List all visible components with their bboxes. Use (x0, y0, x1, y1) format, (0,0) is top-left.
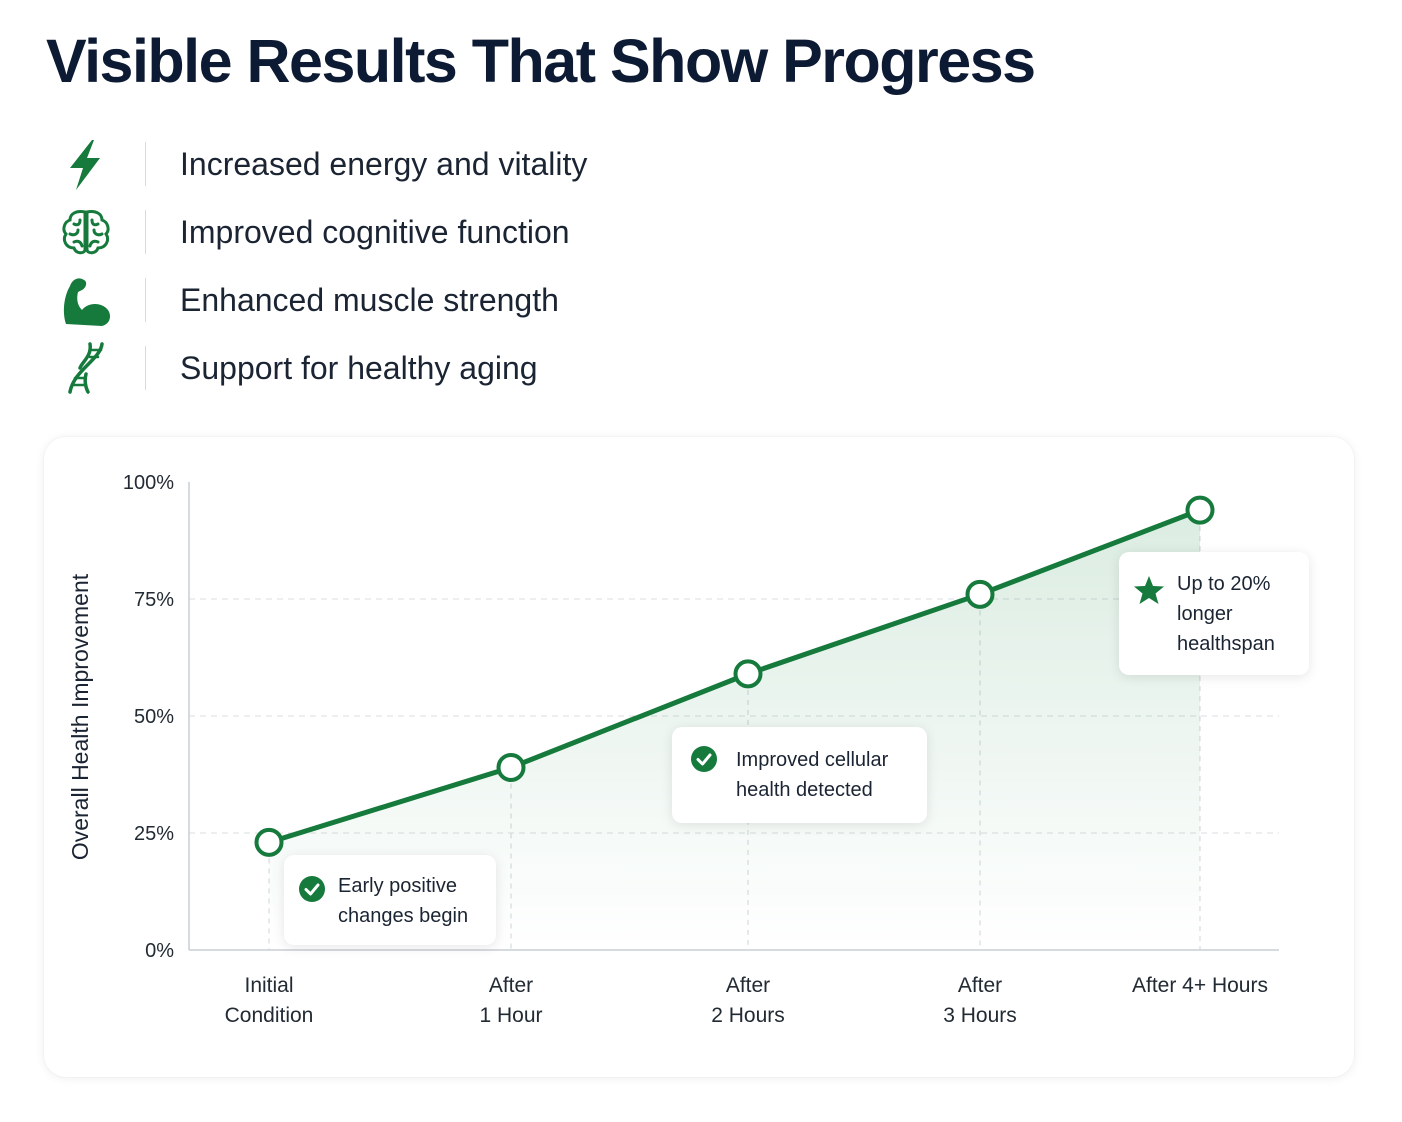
y-ticks: 0% 25% 50% 75% 100% (123, 472, 174, 962)
data-point (254, 827, 284, 857)
y-tick-label: 50% (134, 706, 174, 728)
brain-icon (56, 204, 116, 260)
benefit-label: Increased energy and vitality (180, 146, 588, 182)
callout-healthspan: Up to 20% longer healthspan (1119, 552, 1309, 675)
x-tick-label: After 3 Hours (943, 974, 1017, 1027)
data-points (254, 495, 1215, 857)
check-circle-icon (299, 876, 325, 902)
benefit-label: Enhanced muscle strength (180, 282, 559, 318)
benefit-energy: Increased energy and vitality (56, 132, 816, 200)
page-title: Visible Results That Show Progress (46, 27, 1036, 95)
y-tick-label: 75% (134, 589, 174, 611)
y-axis-label: Overall Health Improvement (67, 573, 93, 860)
benefit-divider (145, 142, 146, 186)
y-tick-label: 0% (145, 940, 174, 962)
benefit-divider (145, 346, 146, 390)
benefit-label: Support for healthy aging (180, 350, 538, 386)
benefits-list: Increased energy and vitality Improved c… (56, 132, 816, 404)
benefit-aging: Support for healthy aging (56, 336, 816, 404)
benefit-muscle: Enhanced muscle strength (56, 268, 816, 336)
callout-text: Early positive changes begin (338, 875, 469, 927)
x-tick-label: After 2 Hours (711, 974, 785, 1027)
benefit-cognitive: Improved cognitive function (56, 200, 816, 268)
y-tick-label: 100% (123, 472, 174, 494)
data-point (733, 659, 763, 689)
x-ticks: Initial Condition After 1 Hour After 2 Hours A… (225, 974, 1268, 1027)
benefit-divider (145, 210, 146, 254)
lightning-bolt-icon (56, 136, 116, 192)
benefit-label: Improved cognitive function (180, 214, 570, 250)
x-tick-label: After 4+ Hours (1132, 974, 1268, 997)
star-icon (1134, 576, 1164, 604)
x-tick-label: After 1 Hour (479, 974, 542, 1027)
callout-text: Improved cellular health detected (736, 749, 889, 801)
data-point (496, 752, 526, 782)
callout-text: Up to 20% longer healthspan (1177, 573, 1275, 655)
data-point (965, 579, 995, 609)
data-point (1185, 495, 1215, 525)
flexed-bicep-icon (56, 272, 116, 328)
y-tick-label: 25% (134, 823, 174, 845)
x-tick-label: Initial Condition (225, 974, 314, 1027)
chart-card: 0% 25% 50% 75% 100% Initial Condition After 1 H… (44, 437, 1354, 1077)
benefit-divider (145, 278, 146, 322)
dna-icon (56, 340, 116, 396)
callout-cellular-health: Improved cellular health detected (672, 727, 927, 823)
check-circle-icon (691, 746, 717, 772)
callout-early-changes: Early positive changes begin (284, 855, 496, 945)
